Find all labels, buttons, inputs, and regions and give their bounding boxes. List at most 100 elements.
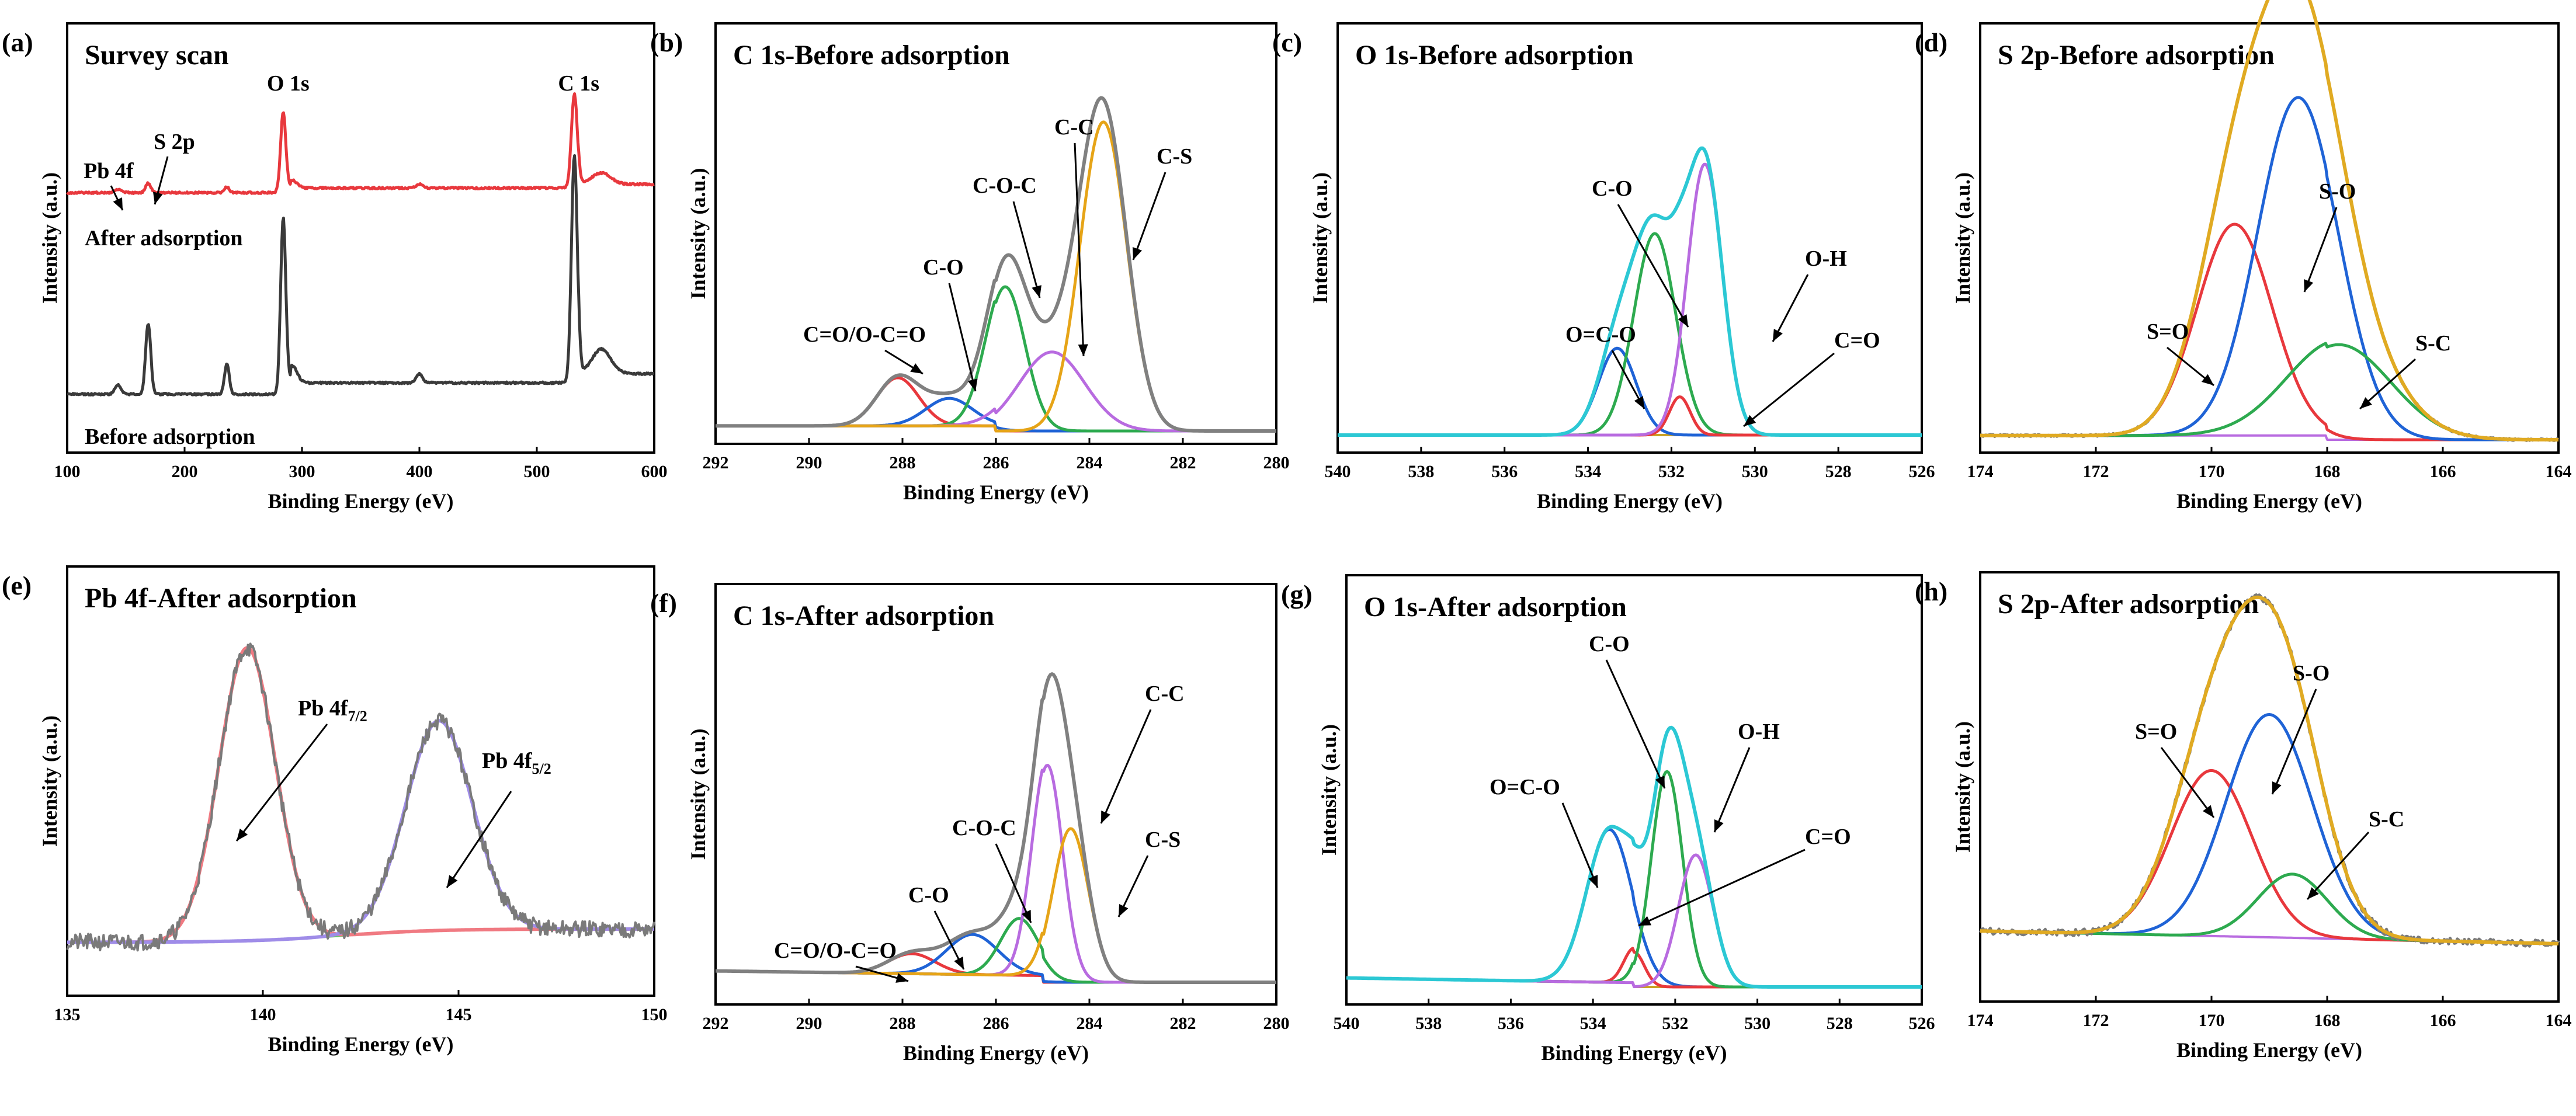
- arrow-head: [447, 875, 458, 888]
- x-tick-label: 164: [2546, 462, 2572, 481]
- arrow-head: [1638, 916, 1651, 926]
- x-tick-label: 168: [2314, 1011, 2341, 1030]
- x-tick-label: 536: [1498, 1014, 1524, 1033]
- x-tick-label: 500: [524, 462, 550, 481]
- panel-e: 135 140 145 150 Binding Energy (eV) Intensity…: [2, 565, 668, 1056]
- component-curve: [1346, 853, 1922, 989]
- arrow-head: [895, 973, 908, 983]
- x-tick-label: 600: [641, 462, 668, 481]
- peak-label: C-O: [1592, 176, 1633, 201]
- x-tick-label: 400: [407, 462, 433, 481]
- annotation-arrow: [1074, 142, 1085, 357]
- x-tick-label: 145: [446, 1005, 472, 1024]
- x-tick-label: 288: [890, 453, 916, 472]
- annotation-arrow: [1132, 172, 1167, 260]
- arrow-head: [2272, 781, 2282, 794]
- x-tick-label: 292: [703, 453, 729, 472]
- arrow-head: [1634, 396, 1644, 409]
- x-tick-label: 170: [2199, 1011, 2225, 1030]
- x-tick-label: 174: [1967, 1011, 1994, 1030]
- annotation-arrow: [1012, 201, 1041, 298]
- before-adsorption-curve: [66, 154, 655, 397]
- x-tick-label: 164: [2546, 1011, 2572, 1030]
- peak-label: S=O: [2147, 319, 2189, 344]
- plot-frame: [1979, 571, 2560, 1003]
- arrow-head: [1032, 285, 1041, 298]
- panel-a: 100 200 300 400 500 600 Binding Energy (eV) Int…: [2, 22, 668, 513]
- envelope-curve: [1346, 725, 1922, 989]
- x-tick-label: 534: [1575, 462, 1601, 481]
- raw-data-curve: [1978, 593, 2560, 948]
- peak-label: C-O-C: [952, 816, 1016, 840]
- panel-c: 540 538 536 534 532 530 528 526 Binding Energy (…: [1272, 22, 1935, 513]
- x-axis-label: Binding Energy (eV): [2176, 489, 2362, 513]
- peak-label: C-C: [1054, 115, 1094, 140]
- x-tick-label: 172: [2083, 1011, 2109, 1030]
- x-tick-label: 286: [983, 1014, 1009, 1033]
- x-tick-label: 538: [1408, 462, 1434, 481]
- annotation-arrow: [1100, 709, 1152, 824]
- x-tick-label: 532: [1662, 1014, 1688, 1033]
- panel-label: (h): [1915, 576, 1947, 606]
- peak-label: S-C: [2415, 331, 2451, 356]
- envelope-curve: [1337, 146, 1922, 437]
- peak-label: O 1s: [267, 71, 310, 96]
- arrow-head: [1655, 776, 1665, 788]
- peak-label: C=O: [1805, 825, 1851, 849]
- x-tick-label: 526: [1909, 462, 1935, 481]
- plot-frame: [66, 565, 655, 997]
- x-axis-label: Binding Energy (eV): [268, 1032, 453, 1056]
- panel-label: (d): [1915, 27, 1947, 57]
- y-axis-label: Intensity (a.u.): [686, 168, 710, 299]
- x-tick-label: 538: [1415, 1014, 1442, 1033]
- x-tick-label: 528: [1827, 1014, 1853, 1033]
- peak-label: C-O: [923, 255, 964, 280]
- x-tick-label: 280: [1263, 453, 1290, 472]
- component-curve: [1338, 395, 1922, 437]
- x-tick-label: 282: [1170, 453, 1196, 472]
- panel-h: 174 172 170 168 166 164 Binding Energy (eV) Int…: [1915, 571, 2572, 1062]
- arrow-head: [2201, 374, 2214, 385]
- annotation-arrow: [1561, 802, 1599, 888]
- annotation-arrow: [1743, 352, 1835, 427]
- peak-label: S-C: [2369, 807, 2404, 832]
- peak-label: O=C-O: [1565, 322, 1636, 347]
- arrow-head: [1078, 344, 1088, 356]
- peak-label: Pb 4f5/2: [482, 749, 551, 777]
- component-curve: [1980, 713, 2558, 945]
- x-tick-label: 172: [2083, 462, 2109, 481]
- y-axis-label: Intensity (a.u.): [1951, 721, 1974, 853]
- y-axis-label: Intensity (a.u.): [38, 715, 61, 847]
- curve-label-before: Before adsorption: [85, 425, 255, 449]
- component-curve: [1338, 162, 1922, 437]
- arrow-head: [1744, 415, 1756, 426]
- peak-label: Pb 4f: [84, 159, 134, 183]
- x-tick-label: 140: [250, 1005, 276, 1024]
- x-tick-label: 284: [1077, 1014, 1103, 1033]
- annotation-arrow: [235, 724, 328, 842]
- panel-title: C 1s-After adsorption: [733, 600, 994, 631]
- arrow-head: [1773, 329, 1783, 342]
- x-axis-label: Binding Energy (eV): [268, 489, 453, 513]
- x-tick-label: 540: [1334, 1014, 1360, 1033]
- panel-title: O 1s-Before adsorption: [1355, 40, 1633, 71]
- plot-frame: [66, 22, 655, 454]
- arrow-head: [1588, 875, 1598, 888]
- annotation-arrow: [1638, 849, 1806, 927]
- arrow-head: [237, 828, 248, 841]
- arrow-head: [113, 197, 123, 210]
- component-curve: [1338, 346, 1922, 437]
- arrow-head: [1119, 904, 1129, 917]
- peak-label: C-S: [1145, 828, 1181, 852]
- component-curve: [1980, 222, 2558, 441]
- raw-data-curve: [66, 642, 655, 952]
- arrow-head: [1678, 314, 1688, 327]
- panel-title: S 2p-After adsorption: [1998, 589, 2259, 620]
- arrow-head: [152, 192, 163, 204]
- panel-label: (f): [650, 588, 677, 618]
- component-curve: [1980, 769, 2558, 945]
- x-tick-label: 540: [1325, 462, 1351, 481]
- plot-frame: [1336, 22, 1923, 454]
- envelope-curve: [1980, 595, 2559, 945]
- annotation-arrow: [995, 843, 1032, 923]
